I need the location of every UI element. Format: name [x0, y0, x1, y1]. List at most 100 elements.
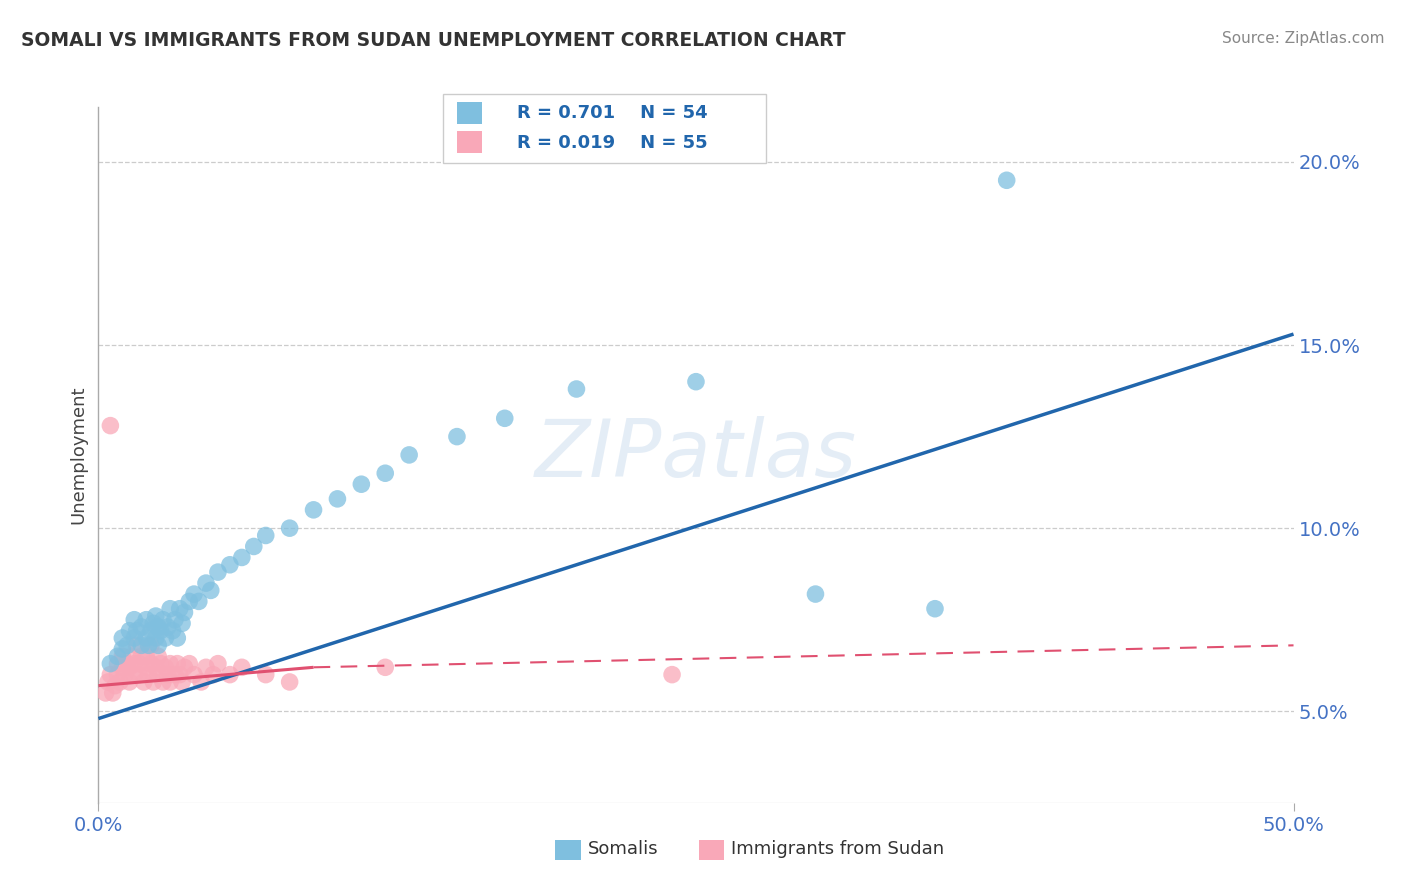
Point [148, 638, 170, 652]
Point [138, 667, 160, 681]
Point [111, 631, 134, 645]
Point [98, 418, 122, 433]
Point [254, 667, 277, 681]
Point [139, 638, 162, 652]
Text: Somalis: Somalis [588, 840, 658, 858]
Point [138, 638, 160, 652]
Point [131, 638, 153, 652]
Point [139, 657, 162, 671]
Y-axis label: Unemployment: Unemployment [69, 385, 87, 524]
Point [179, 594, 201, 608]
Point [183, 587, 205, 601]
Point [118, 660, 141, 674]
Point [145, 631, 167, 645]
Point [494, 411, 516, 425]
Point [118, 675, 141, 690]
Point [115, 638, 138, 652]
Point [131, 649, 153, 664]
Point [131, 620, 153, 634]
Text: ZIPatlas: ZIPatlas [534, 416, 858, 494]
Point [398, 448, 420, 462]
Point [166, 631, 188, 645]
Point [152, 613, 174, 627]
Point [108, 675, 131, 690]
Point [200, 583, 222, 598]
Point [219, 667, 242, 681]
Point [132, 675, 155, 690]
Point [374, 660, 396, 674]
Point [107, 657, 129, 671]
Point [202, 667, 225, 681]
Point [111, 660, 134, 674]
Point [155, 631, 177, 645]
Point [142, 616, 165, 631]
Point [446, 429, 468, 443]
Point [661, 667, 683, 681]
Point [124, 631, 146, 645]
Point [190, 675, 212, 690]
Point [302, 503, 325, 517]
Point [148, 649, 170, 664]
Point [145, 660, 167, 674]
Point [111, 642, 134, 657]
Point [163, 667, 186, 681]
Point [97, 675, 120, 690]
Point [135, 649, 157, 664]
Point [124, 613, 146, 627]
Point [995, 173, 1018, 187]
Point [172, 616, 194, 631]
Point [156, 620, 179, 634]
Point [254, 528, 277, 542]
Point [155, 660, 177, 674]
Point [924, 601, 946, 615]
Point [278, 675, 301, 690]
Point [142, 675, 165, 690]
Point [149, 624, 172, 638]
Point [114, 667, 136, 681]
Text: R = 0.019    N = 55: R = 0.019 N = 55 [517, 134, 709, 152]
Point [148, 667, 170, 681]
Point [804, 587, 827, 601]
Point [135, 613, 157, 627]
Point [121, 649, 143, 664]
Point [101, 686, 124, 700]
Point [194, 660, 218, 674]
Point [163, 613, 186, 627]
Point [166, 657, 188, 671]
Point [98, 667, 122, 681]
Point [115, 657, 138, 671]
Point [124, 667, 146, 681]
Point [149, 657, 172, 671]
Point [194, 576, 218, 591]
Text: SOMALI VS IMMIGRANTS FROM SUDAN UNEMPLOYMENT CORRELATION CHART: SOMALI VS IMMIGRANTS FROM SUDAN UNEMPLOY… [21, 31, 846, 50]
Point [135, 660, 157, 674]
Point [179, 657, 201, 671]
Point [111, 649, 134, 664]
Point [350, 477, 373, 491]
Point [125, 624, 148, 638]
Text: R = 0.701    N = 54: R = 0.701 N = 54 [517, 104, 709, 122]
Point [278, 521, 301, 535]
Point [159, 601, 181, 615]
Point [98, 657, 122, 671]
Point [173, 606, 195, 620]
Point [148, 620, 170, 634]
Point [135, 631, 157, 645]
Point [128, 667, 150, 681]
Point [231, 550, 253, 565]
Point [107, 667, 129, 681]
Point [169, 667, 191, 681]
Point [107, 649, 129, 664]
Point [172, 675, 194, 690]
Point [118, 624, 141, 638]
Point [685, 375, 707, 389]
Point [139, 624, 162, 638]
Point [207, 565, 229, 579]
Point [243, 540, 266, 554]
Point [156, 667, 179, 681]
Point [565, 382, 588, 396]
Point [125, 638, 148, 652]
Text: Immigrants from Sudan: Immigrants from Sudan [731, 840, 945, 858]
Point [183, 667, 205, 681]
Point [207, 657, 229, 671]
